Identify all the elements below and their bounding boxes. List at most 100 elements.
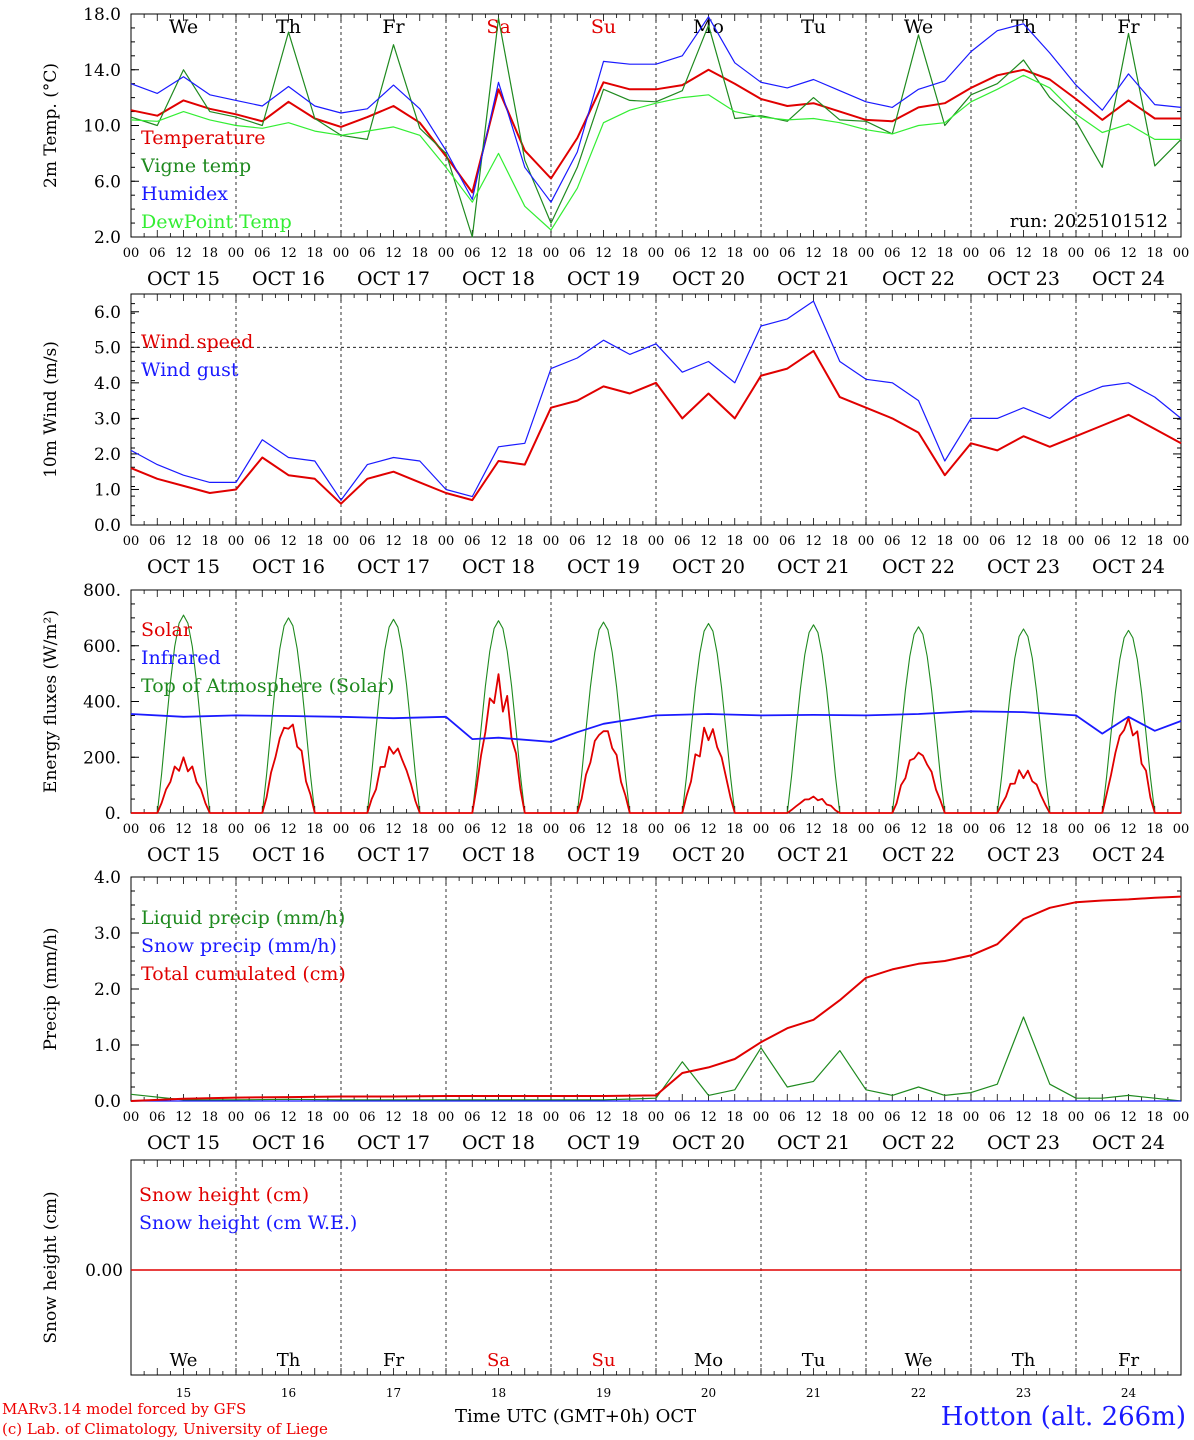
hour-tick-label: 06	[779, 534, 796, 549]
series-line-liquid-precip-mm-h-	[130, 1016, 1182, 1102]
hour-tick-label: 12	[595, 1110, 612, 1125]
date-label: OCT 18	[462, 844, 535, 866]
hour-tick-label: 00	[648, 1110, 665, 1125]
date-label: OCT 17	[357, 268, 430, 290]
date-label: OCT 18	[462, 1132, 535, 1154]
hour-tick-label: 06	[359, 246, 376, 261]
hour-tick-label: 18	[201, 534, 218, 549]
weekday-label: We	[169, 16, 198, 38]
hour-tick-label: 18	[516, 822, 533, 837]
y-tick-label: 2.0	[94, 980, 121, 1000]
hour-tick-label: 06	[359, 534, 376, 549]
hour-tick-label: 00	[1068, 1110, 1085, 1125]
date-label: OCT 22	[882, 844, 955, 866]
date-label: OCT 16	[252, 268, 325, 290]
day-number-label: 16	[281, 1386, 296, 1400]
hour-tick-label: 18	[936, 534, 953, 549]
day-number-label: 18	[491, 1386, 506, 1400]
legend-entry: Liquid precip (mm/h)	[141, 907, 345, 929]
hour-tick-label: 12	[700, 1110, 717, 1125]
hour-tick-label: 00	[858, 246, 875, 261]
hour-tick-label: 12	[1015, 534, 1032, 549]
hour-tick-label: 00	[858, 822, 875, 837]
legend-entry: Infrared	[141, 647, 221, 669]
y-tick-label: 0.0	[94, 1092, 121, 1112]
hour-tick-label: 00	[1173, 1110, 1190, 1125]
day-number-label: 15	[176, 1386, 191, 1400]
hour-tick-label: 12	[700, 822, 717, 837]
hour-tick-label: 00	[333, 822, 350, 837]
hour-tick-label: 12	[385, 822, 402, 837]
hour-tick-label: 18	[201, 246, 218, 261]
hour-tick-label: 18	[621, 534, 638, 549]
hour-tick-label: 00	[963, 534, 980, 549]
date-label: OCT 20	[672, 268, 745, 290]
y-tick-label: 4.0	[94, 868, 121, 888]
hour-tick-label: 18	[1146, 1110, 1163, 1125]
hour-tick-label: 00	[543, 822, 560, 837]
weekday-label: Su	[591, 16, 616, 38]
hour-tick-label: 18	[726, 534, 743, 549]
legend-entry: Total cumulated (cm)	[141, 963, 346, 985]
hour-tick-label: 00	[333, 246, 350, 261]
hour-tick-label: 18	[1041, 534, 1058, 549]
hour-tick-label: 00	[543, 534, 560, 549]
date-label: OCT 23	[987, 268, 1060, 290]
hour-tick-label: 00	[753, 1110, 770, 1125]
date-label: OCT 16	[252, 844, 325, 866]
hour-tick-label: 00	[228, 246, 245, 261]
weekday-label: Fr	[383, 1350, 404, 1371]
hour-tick-label: 06	[779, 246, 796, 261]
y-tick-label: 3.0	[94, 924, 121, 944]
legend-entry: Temperature	[141, 127, 265, 149]
y-tick-label: 2.0	[94, 228, 121, 248]
series-line-vigne-temp	[130, 17, 1182, 238]
hour-tick-label: 06	[254, 822, 271, 837]
hour-tick-label: 18	[201, 1110, 218, 1125]
hour-tick-label: 12	[910, 246, 927, 261]
hour-tick-label: 06	[674, 822, 691, 837]
weekday-label: We	[170, 1350, 198, 1371]
station-label: Hotton (alt. 266m)	[940, 1402, 1186, 1432]
date-label: OCT 21	[777, 844, 850, 866]
hour-tick-label: 18	[726, 1110, 743, 1125]
hour-tick-label: 18	[516, 246, 533, 261]
y-tick-label: 6.0	[94, 303, 121, 323]
hour-tick-label: 18	[306, 822, 323, 837]
hour-tick-label: 06	[359, 822, 376, 837]
day-number-label: 22	[911, 1386, 926, 1400]
y-axis-label: Precip (mm/h)	[41, 927, 61, 1050]
hour-tick-label: 06	[149, 534, 166, 549]
hour-tick-label: 18	[306, 246, 323, 261]
hour-tick-label: 00	[753, 534, 770, 549]
hour-tick-label: 00	[648, 822, 665, 837]
date-label: OCT 20	[672, 556, 745, 578]
hour-tick-label: 12	[280, 1110, 297, 1125]
series-line-total-cumulated-cm-	[130, 895, 1182, 1102]
hour-tick-label: 06	[674, 534, 691, 549]
hour-tick-label: 06	[569, 1110, 586, 1125]
hour-tick-label: 06	[464, 246, 481, 261]
date-label: OCT 18	[462, 268, 535, 290]
hour-tick-label: 06	[254, 1110, 271, 1125]
weekday-label: Fr	[1117, 16, 1140, 38]
date-label: OCT 21	[777, 556, 850, 578]
hour-tick-label: 12	[490, 1110, 507, 1125]
panel-frame	[130, 13, 1182, 238]
hour-tick-label: 12	[1015, 246, 1032, 261]
hour-tick-label: 00	[1068, 822, 1085, 837]
series-line-wind-speed	[130, 349, 1182, 505]
hour-tick-label: 18	[411, 534, 428, 549]
y-tick-label: 800.	[83, 581, 121, 601]
credit-line-1: MARv3.14 model forced by GFS	[2, 1400, 247, 1418]
hour-tick-label: 06	[569, 534, 586, 549]
hour-tick-label: 00	[228, 534, 245, 549]
date-label: OCT 15	[147, 844, 220, 866]
day-number-label: 21	[806, 1386, 821, 1400]
day-number-label: 19	[596, 1386, 611, 1400]
hour-tick-label: 18	[726, 822, 743, 837]
weekday-label: Mo	[694, 1350, 723, 1371]
hour-tick-label: 06	[464, 822, 481, 837]
panel-2: 10m Wind (m/s) 0.0 1.0 2.0 3.0 4.0 5.0 6.0 00 06 1…	[41, 293, 1189, 578]
